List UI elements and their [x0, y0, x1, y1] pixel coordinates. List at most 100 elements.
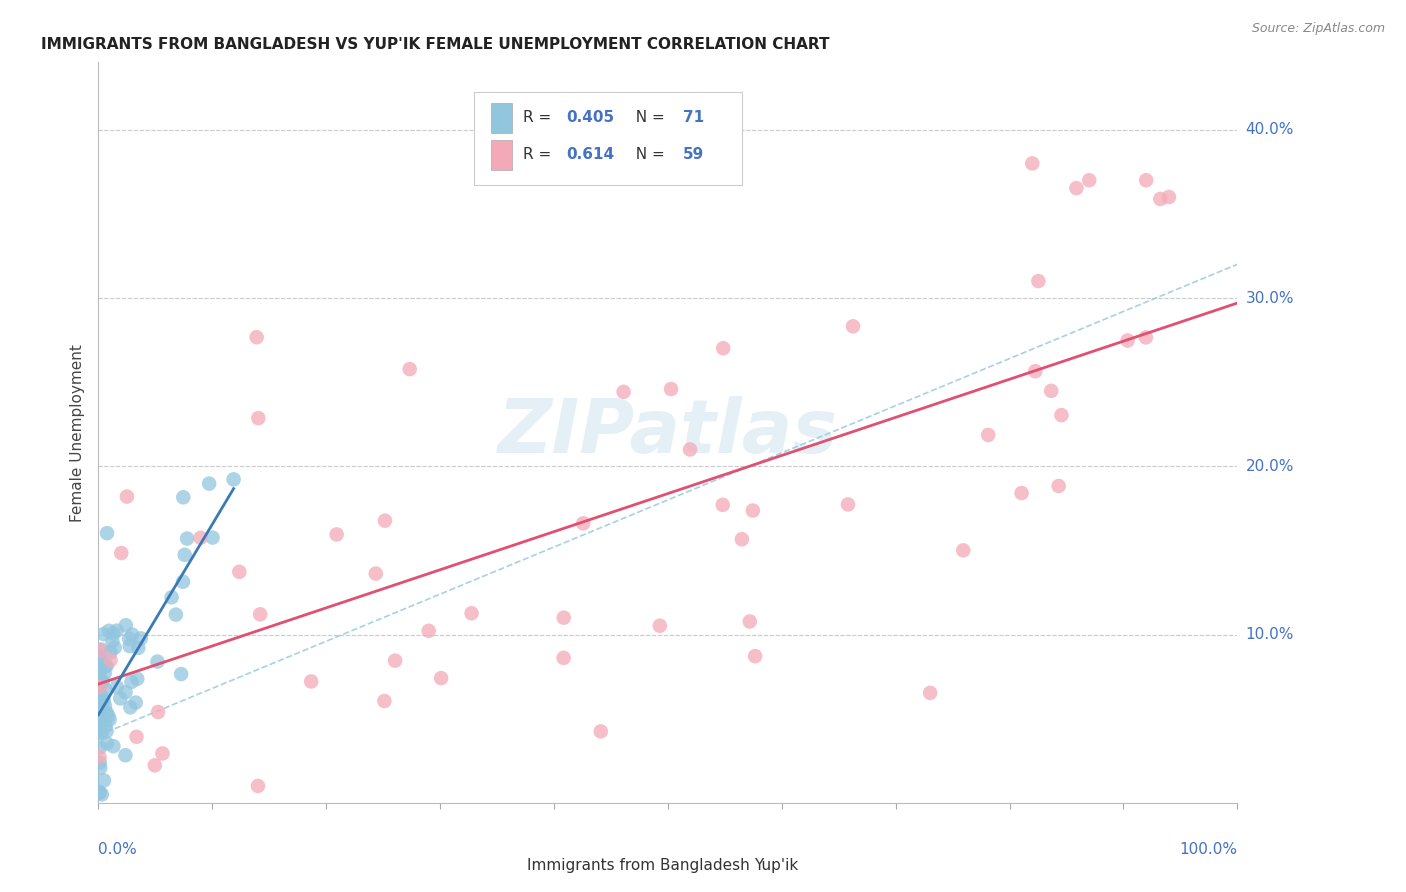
Point	[96, 526, 118, 541]
Point	[613, 384, 636, 399]
FancyBboxPatch shape	[491, 140, 512, 169]
Point	[98, 713, 121, 727]
Text: 0.405: 0.405	[567, 111, 614, 126]
Point	[90, 689, 112, 703]
Point	[553, 650, 575, 665]
Point	[228, 565, 250, 579]
Point	[731, 533, 754, 547]
Point	[143, 758, 166, 772]
Point	[1066, 181, 1088, 195]
Point	[93, 666, 115, 681]
Point	[1116, 334, 1139, 348]
Text: Immigrants from Bangladesh: Immigrants from Bangladesh	[527, 858, 749, 873]
Point	[176, 532, 198, 546]
Point	[89, 786, 111, 800]
Point	[222, 472, 245, 486]
Point	[741, 503, 763, 517]
Point	[1011, 486, 1033, 500]
Point	[364, 566, 387, 581]
Point	[100, 653, 122, 667]
Point	[1024, 364, 1046, 378]
Point	[373, 694, 395, 708]
Point	[1047, 479, 1070, 493]
Point	[1040, 384, 1063, 398]
Point	[920, 686, 942, 700]
Point	[589, 724, 612, 739]
Point	[93, 773, 115, 788]
Point	[744, 649, 766, 664]
Point	[94, 682, 117, 697]
Point	[114, 685, 136, 699]
Text: 0.0%: 0.0%	[98, 842, 138, 856]
Point	[1135, 173, 1157, 187]
Point	[172, 491, 194, 505]
Point	[91, 707, 114, 722]
Point	[146, 655, 169, 669]
Point	[101, 634, 124, 648]
Text: 0.614: 0.614	[567, 147, 614, 162]
Point	[89, 756, 111, 770]
Point	[299, 674, 322, 689]
Point	[89, 694, 111, 708]
Y-axis label: Female Unemployment: Female Unemployment	[70, 343, 86, 522]
Point	[165, 607, 187, 622]
Point	[118, 639, 141, 653]
Point	[246, 779, 269, 793]
Point	[152, 747, 174, 761]
Point	[249, 607, 271, 622]
Point	[170, 667, 193, 681]
Text: 71: 71	[683, 111, 704, 126]
Point	[553, 610, 575, 624]
FancyBboxPatch shape	[491, 103, 512, 133]
Point	[103, 626, 125, 640]
Point	[89, 723, 111, 737]
Point	[711, 341, 734, 355]
Point	[89, 663, 111, 677]
Text: R =: R =	[523, 147, 557, 162]
Point	[110, 691, 132, 706]
Point	[738, 615, 761, 629]
Point	[89, 680, 111, 694]
Point	[97, 624, 120, 638]
Point	[115, 618, 138, 632]
FancyBboxPatch shape	[474, 92, 742, 185]
Point	[89, 712, 111, 726]
Point	[1157, 190, 1180, 204]
Point	[90, 726, 112, 740]
Point	[173, 548, 195, 562]
Point	[96, 658, 118, 673]
Text: 20.0%: 20.0%	[1246, 458, 1294, 474]
Point	[198, 476, 221, 491]
Point	[418, 624, 440, 638]
Point	[90, 693, 112, 707]
Point	[952, 543, 974, 558]
Point	[89, 650, 111, 665]
Point	[374, 514, 396, 528]
Point	[648, 618, 671, 632]
Point	[679, 442, 702, 457]
Point	[430, 671, 453, 685]
Point	[110, 546, 132, 560]
Point	[114, 748, 136, 763]
Point	[90, 642, 112, 657]
Point	[127, 672, 149, 686]
Point	[103, 739, 125, 754]
Point	[842, 319, 865, 334]
Point	[121, 627, 143, 641]
Point	[1078, 173, 1101, 187]
Text: N =: N =	[626, 147, 669, 162]
Point	[89, 761, 111, 775]
Point	[201, 531, 224, 545]
Point	[89, 643, 111, 657]
Point	[460, 607, 482, 621]
Point	[100, 645, 122, 659]
Point	[125, 696, 148, 710]
Point	[120, 700, 142, 714]
Point	[97, 709, 120, 723]
Point	[93, 627, 115, 641]
Point	[89, 720, 111, 734]
Text: IMMIGRANTS FROM BANGLADESH VS YUP'IK FEMALE UNEMPLOYMENT CORRELATION CHART: IMMIGRANTS FROM BANGLADESH VS YUP'IK FEM…	[42, 37, 830, 52]
Text: Yup'ik: Yup'ik	[755, 858, 799, 873]
Point	[89, 671, 111, 685]
Point	[94, 659, 117, 673]
